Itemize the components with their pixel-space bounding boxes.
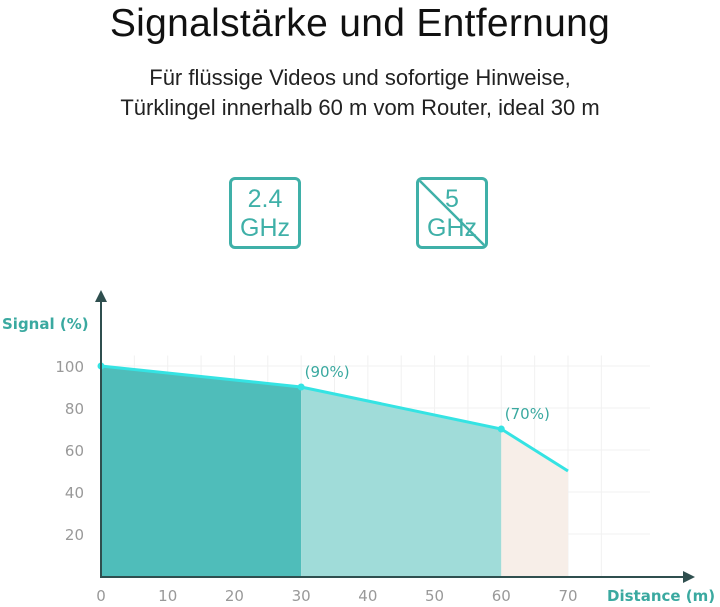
x-tick-label: 70 — [558, 587, 577, 605]
badge-2-4ghz: 2.4 GHz — [229, 177, 301, 249]
data-label: (70%) — [505, 405, 550, 423]
x-axis-arrow — [683, 571, 695, 583]
subtitle-line-1: Für flüssige Videos und sofortige Hinwei… — [149, 65, 571, 90]
x-tick-label: 10 — [158, 587, 177, 605]
y-tick-label: 20 — [65, 526, 84, 544]
y-tick-label: 60 — [65, 442, 84, 460]
data-point — [497, 425, 505, 433]
strike-icon — [419, 180, 485, 246]
zone-area-3 — [501, 429, 568, 576]
badge-line1: 5 — [445, 185, 459, 213]
y-axis-label: Signal (%) — [2, 315, 89, 333]
y-tick-label: 100 — [55, 358, 84, 376]
page-title: Signalstärke und Entfernung — [109, 2, 611, 45]
y-tick-label: 40 — [65, 484, 84, 502]
zone-area-2 — [301, 387, 502, 576]
badge-line2: GHz — [240, 214, 290, 242]
x-tick-label: 0 — [96, 587, 106, 605]
y-tick-label: 80 — [65, 400, 84, 418]
x-tick-label: 30 — [292, 587, 311, 605]
data-point — [297, 383, 305, 391]
zone-area-1 — [101, 366, 302, 576]
badge-line1: 2.4 — [247, 185, 283, 213]
data-label: (90%) — [305, 363, 350, 381]
x-tick-label: 50 — [425, 587, 444, 605]
subtitle-line-2: Türklingel innerhalb 60 m vom Router, id… — [120, 95, 600, 120]
badge-5ghz-crossed: 5 GHz — [416, 177, 488, 249]
x-axis-label: Distance (m) — [607, 587, 715, 605]
x-tick-label: 60 — [492, 587, 511, 605]
x-tick-label: 20 — [225, 587, 244, 605]
y-axis-arrow — [95, 290, 107, 302]
x-tick-label: 40 — [358, 587, 377, 605]
signal-line — [100, 364, 569, 473]
